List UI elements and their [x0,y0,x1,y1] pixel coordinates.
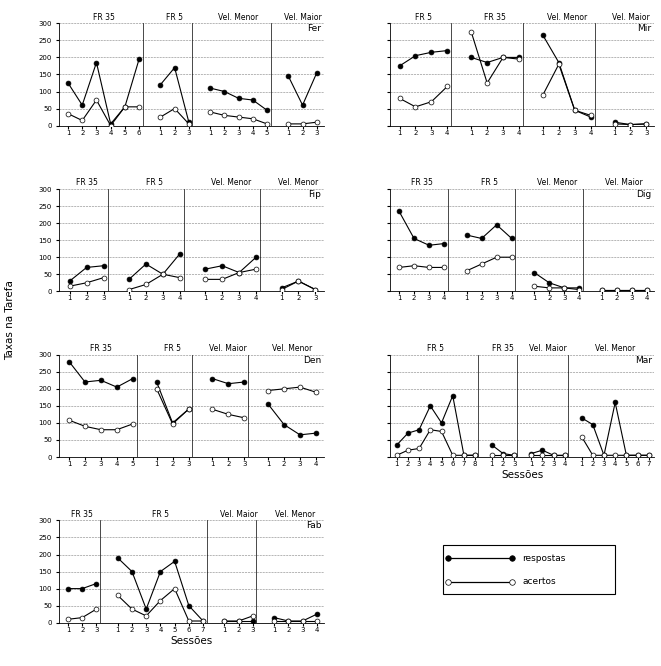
Text: Vel. Maior: Vel. Maior [219,509,258,519]
Text: Fip: Fip [309,190,321,199]
Text: Dig: Dig [637,190,652,199]
Text: Vel. Maior: Vel. Maior [284,13,321,21]
Text: Vel. Menor: Vel. Menor [537,178,577,187]
FancyBboxPatch shape [443,545,615,594]
Text: Vel. Maior: Vel. Maior [529,344,567,353]
Text: FR 35: FR 35 [75,178,98,187]
Text: Mar: Mar [635,356,652,365]
Text: Fer: Fer [307,25,321,33]
Text: FR 35: FR 35 [484,13,506,21]
Text: Vel. Menor: Vel. Menor [219,13,258,21]
Text: Vel. Maior: Vel. Maior [210,344,247,353]
Text: Fab: Fab [306,521,321,530]
Text: Vel. Maior: Vel. Maior [605,178,643,187]
Text: FR 5: FR 5 [152,509,169,519]
Text: Vel. Menor: Vel. Menor [276,509,315,519]
Text: Vel. Maior: Vel. Maior [611,13,649,21]
Text: Vel. Menor: Vel. Menor [278,178,319,187]
Text: Vel. Menor: Vel. Menor [547,13,587,21]
Text: FR 35: FR 35 [90,344,112,353]
Text: FR 5: FR 5 [428,344,444,353]
Text: FR 5: FR 5 [164,344,181,353]
Text: acertos: acertos [522,577,556,586]
Text: FR 35: FR 35 [93,13,114,21]
Text: Vel. Menor: Vel. Menor [211,178,251,187]
Text: respostas: respostas [522,553,566,563]
Text: FR 5: FR 5 [166,13,183,21]
Text: Vel. Menor: Vel. Menor [595,344,635,353]
Text: FR 35: FR 35 [410,178,432,187]
X-axis label: Sessões: Sessões [501,470,543,480]
Text: FR 5: FR 5 [146,178,163,187]
Text: Mir: Mir [638,25,652,33]
Text: Vel. Menor: Vel. Menor [272,344,312,353]
Text: FR 5: FR 5 [415,13,432,21]
X-axis label: Sessões: Sessões [171,635,213,645]
Text: FR 35: FR 35 [71,509,93,519]
Text: FR 35: FR 35 [492,344,514,353]
Text: FR 5: FR 5 [481,178,498,187]
Text: Den: Den [303,356,321,365]
Text: Taxas na Tarefa: Taxas na Tarefa [5,280,15,360]
